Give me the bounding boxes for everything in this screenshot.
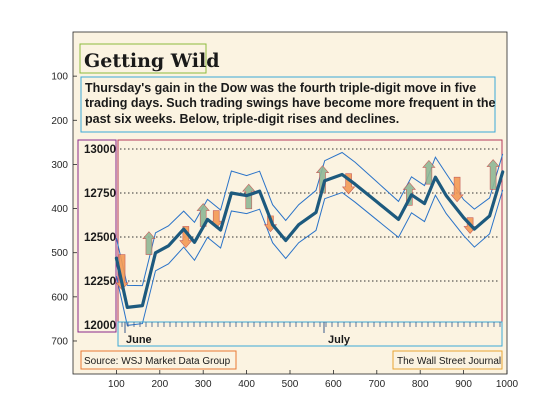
decline-arrow-5: [450, 176, 464, 203]
month-label-july: July: [328, 334, 351, 346]
y-label-12250: 12250: [84, 276, 116, 288]
subtitle-line-1: Thursday's gain in the Dow was the fourt…: [85, 81, 476, 95]
x-tick-label-100: 100: [108, 379, 125, 390]
source-note: Source: WSJ Market Data Group: [84, 356, 231, 367]
x-tick-label-900: 900: [455, 379, 472, 390]
credit-box: [392, 350, 503, 370]
y-label-13000: 13000: [84, 144, 116, 156]
y-axis-labels: 13000 12750 12500 12250 12000: [84, 144, 116, 332]
y-axis-label-box: [77, 139, 117, 333]
y-tick-label-400: 400: [51, 204, 68, 215]
volatility-bands: [115, 151, 504, 326]
x-tick-label-200: 200: [151, 379, 168, 390]
rise-arrow-6: [486, 159, 500, 190]
rise-arrow-0: [142, 231, 156, 255]
rise-arrow-5: [422, 159, 436, 185]
y-label-12500: 12500: [84, 232, 116, 244]
x-tick-label-400: 400: [238, 379, 255, 390]
lower-band: [115, 189, 504, 326]
y-label-12000: 12000: [84, 320, 116, 332]
y-tick-label-300: 300: [51, 160, 68, 171]
subtitle-line-2: trading days. Such trading swings have b…: [85, 96, 496, 110]
x-tick-label-700: 700: [368, 379, 385, 390]
credit-note: The Wall Street Journal: [397, 356, 501, 367]
y-label-12750: 12750: [84, 188, 116, 200]
x-tick-label-1000: 1000: [496, 379, 519, 390]
chart-title: Getting Wild: [84, 50, 220, 72]
y-tick-label-500: 500: [51, 248, 68, 259]
subtitle-box: [80, 76, 496, 133]
figure-axis-ticks: 100 200 300 400 500 600 700 800 900 1000 100 200 300…: [51, 72, 518, 390]
y-tick-label-700: 700: [51, 336, 68, 347]
move-arrows: [115, 159, 500, 291]
y-tick-label-200: 200: [51, 116, 68, 127]
dow-line: [114, 170, 505, 309]
title-box: [79, 43, 207, 74]
upper-band: [115, 151, 504, 287]
x-tick-label-300: 300: [195, 379, 212, 390]
time-axis-ticks: [121, 322, 501, 333]
source-box: [80, 350, 237, 370]
month-label-june: June: [126, 334, 152, 346]
rise-arrow-4: [402, 181, 417, 206]
gridlines: [120, 148, 500, 282]
y-tick-label-600: 600: [51, 292, 68, 303]
x-tick-label-500: 500: [282, 379, 299, 390]
x-tick-label-800: 800: [412, 379, 429, 390]
time-axis-box: [117, 321, 503, 347]
y-tick-label-100: 100: [51, 72, 68, 83]
plot-area: [72, 31, 508, 375]
x-tick-label-600: 600: [325, 379, 342, 390]
subtitle-line-3: past six weeks. Below, triple-digit rise…: [85, 112, 399, 126]
rise-arrow-3: [315, 165, 330, 194]
